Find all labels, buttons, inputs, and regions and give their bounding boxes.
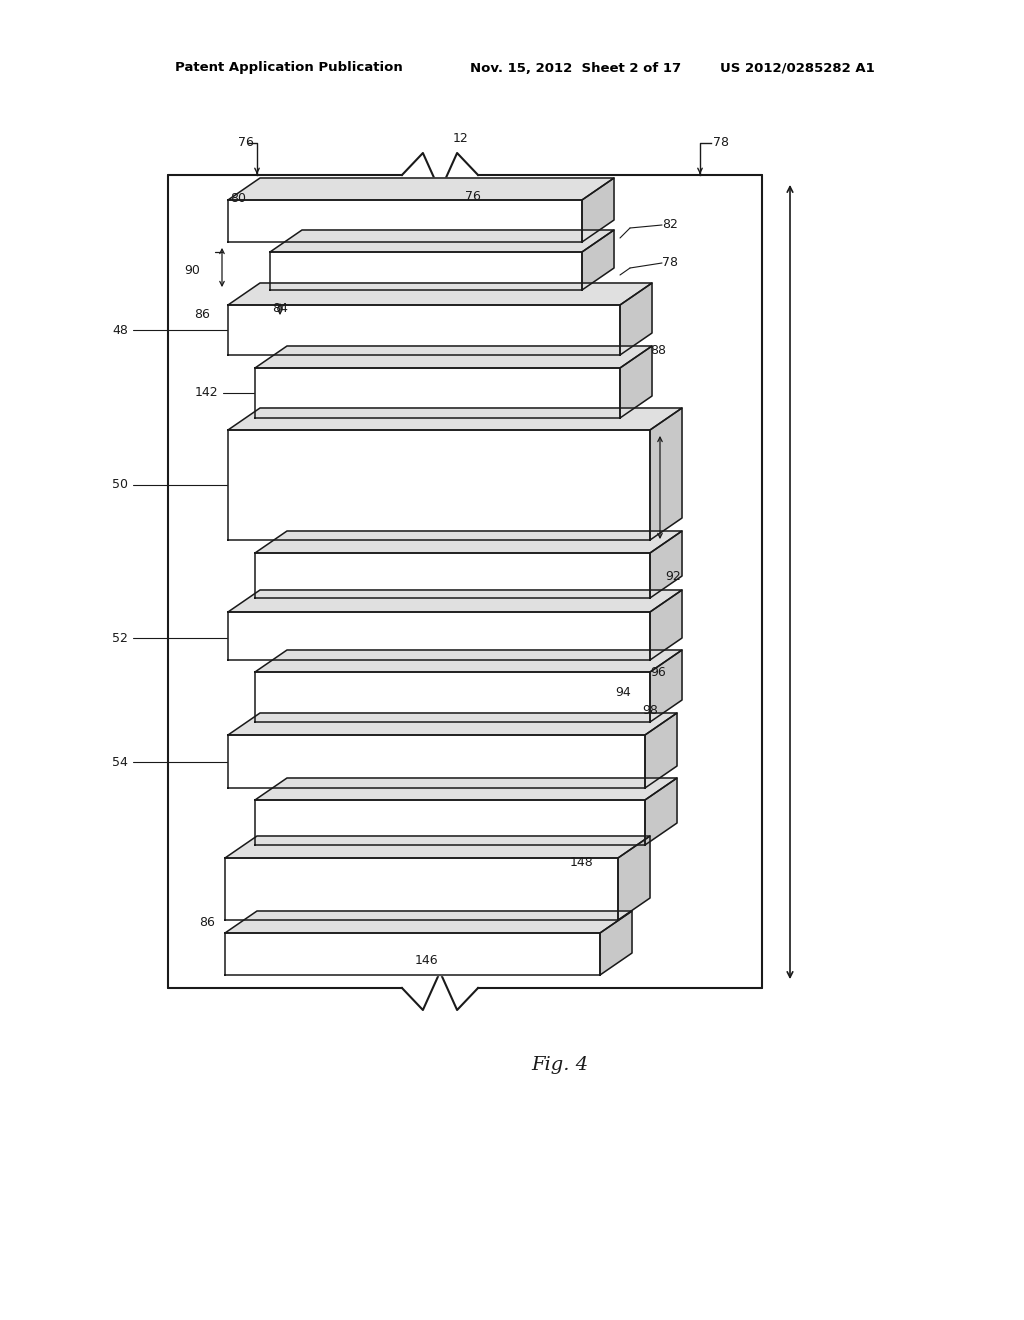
Text: 86: 86 [199, 916, 215, 928]
Text: 98: 98 [642, 704, 657, 717]
Text: 92: 92 [665, 569, 681, 582]
Text: 82: 82 [662, 219, 678, 231]
Polygon shape [650, 590, 682, 660]
Polygon shape [270, 252, 582, 290]
Text: 54: 54 [112, 755, 128, 768]
Polygon shape [228, 282, 652, 305]
Polygon shape [620, 346, 652, 418]
Polygon shape [228, 178, 614, 201]
Text: 84: 84 [272, 301, 288, 314]
Polygon shape [600, 911, 632, 975]
Polygon shape [255, 553, 650, 598]
Polygon shape [650, 649, 682, 722]
Text: Patent Application Publication: Patent Application Publication [175, 62, 402, 74]
Text: 48: 48 [112, 323, 128, 337]
Text: 88: 88 [650, 343, 666, 356]
Text: 52: 52 [112, 631, 128, 644]
Polygon shape [228, 430, 650, 540]
Text: Nov. 15, 2012  Sheet 2 of 17: Nov. 15, 2012 Sheet 2 of 17 [470, 62, 681, 74]
Polygon shape [225, 858, 618, 920]
Polygon shape [582, 178, 614, 242]
Polygon shape [255, 346, 652, 368]
Text: 96: 96 [650, 667, 666, 680]
Polygon shape [228, 201, 582, 242]
Polygon shape [255, 368, 620, 418]
Polygon shape [650, 531, 682, 598]
Polygon shape [228, 305, 620, 355]
Text: 50: 50 [112, 479, 128, 491]
Polygon shape [582, 230, 614, 290]
Polygon shape [228, 713, 677, 735]
Polygon shape [228, 408, 682, 430]
Text: 76: 76 [465, 190, 481, 202]
Polygon shape [255, 777, 677, 800]
Text: 86: 86 [195, 309, 210, 322]
Polygon shape [225, 911, 632, 933]
Text: 12: 12 [453, 132, 469, 144]
Polygon shape [228, 612, 650, 660]
Polygon shape [255, 531, 682, 553]
Polygon shape [255, 800, 645, 845]
Text: 90: 90 [184, 264, 200, 276]
Text: 148: 148 [570, 857, 594, 870]
Text: US 2012/0285282 A1: US 2012/0285282 A1 [720, 62, 874, 74]
Polygon shape [620, 282, 652, 355]
Polygon shape [228, 735, 645, 788]
Text: 78: 78 [662, 256, 678, 269]
Polygon shape [228, 590, 682, 612]
Polygon shape [255, 649, 682, 672]
Polygon shape [270, 230, 614, 252]
Text: 78: 78 [713, 136, 729, 149]
Text: 146: 146 [415, 953, 438, 966]
Polygon shape [645, 777, 677, 845]
Polygon shape [225, 836, 650, 858]
Text: 94: 94 [615, 686, 631, 700]
Polygon shape [650, 408, 682, 540]
Polygon shape [225, 933, 600, 975]
Text: 142: 142 [195, 387, 218, 400]
Text: 76: 76 [238, 136, 254, 149]
Text: 80: 80 [230, 191, 246, 205]
Polygon shape [618, 836, 650, 920]
Polygon shape [645, 713, 677, 788]
Text: Fig. 4: Fig. 4 [531, 1056, 589, 1074]
Polygon shape [255, 672, 650, 722]
